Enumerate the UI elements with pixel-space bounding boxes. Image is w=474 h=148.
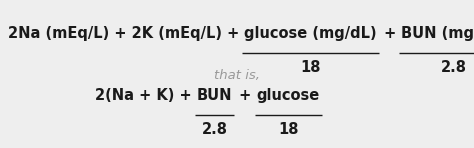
Text: glucose (mg/dL): glucose (mg/dL) <box>245 26 377 41</box>
Text: +: + <box>379 26 401 41</box>
Text: that is,: that is, <box>214 70 260 82</box>
Text: 2.8: 2.8 <box>441 60 467 75</box>
Text: 18: 18 <box>278 122 299 137</box>
Text: +: + <box>234 88 256 103</box>
Text: BUN: BUN <box>197 88 232 103</box>
Text: 2Na (mEq/L) + 2K (mEq/L) +: 2Na (mEq/L) + 2K (mEq/L) + <box>8 26 245 41</box>
Text: BUN (mg/dL): BUN (mg/dL) <box>401 26 474 41</box>
Text: 2(Na + K) +: 2(Na + K) + <box>95 88 197 103</box>
Text: glucose: glucose <box>256 88 320 103</box>
Text: 2.8: 2.8 <box>201 122 228 137</box>
Text: 18: 18 <box>301 60 321 75</box>
